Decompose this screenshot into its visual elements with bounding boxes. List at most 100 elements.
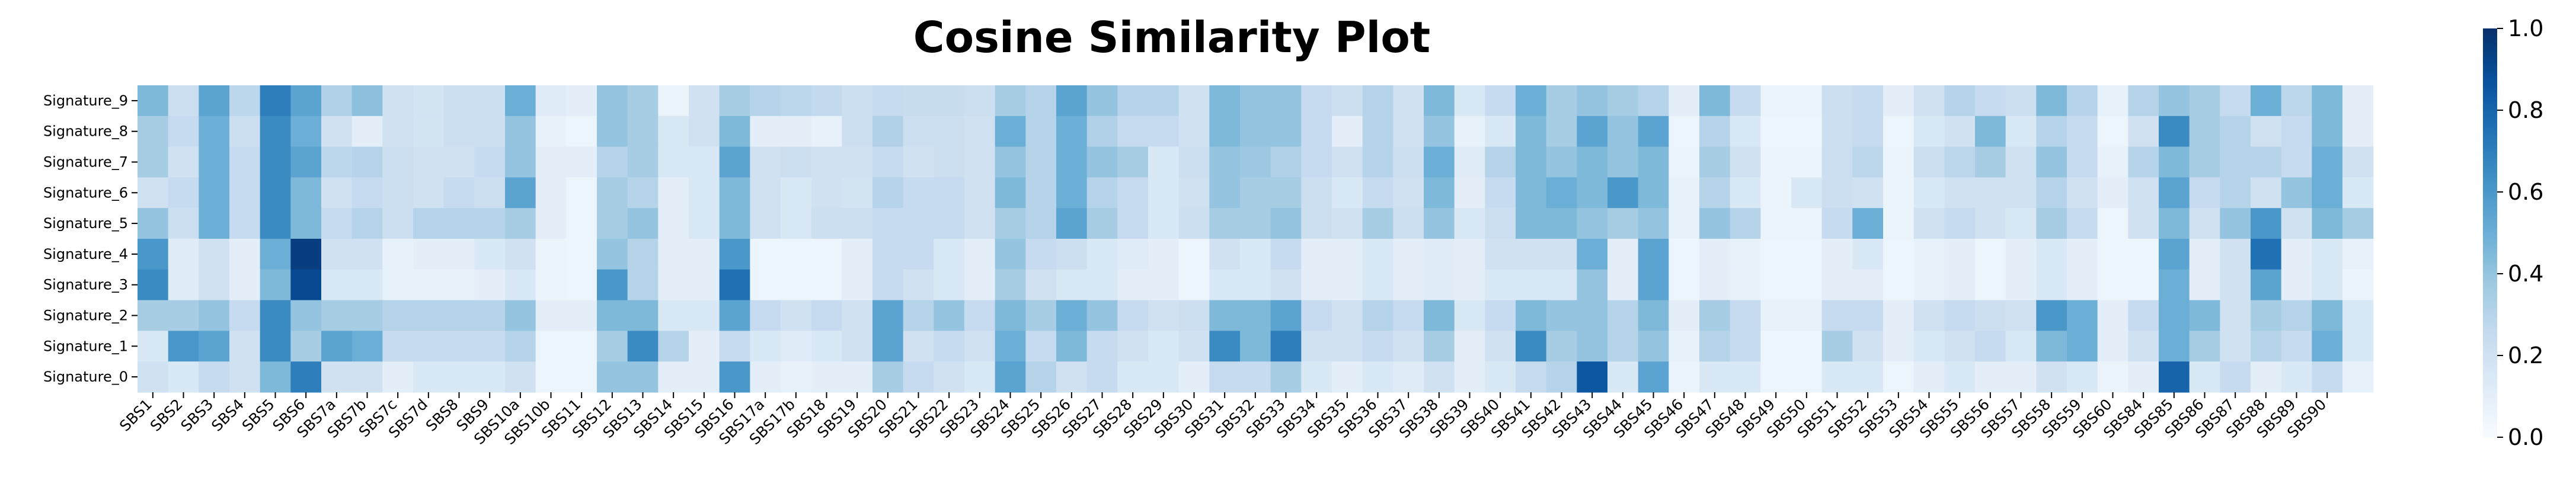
heatmap-cell xyxy=(872,116,904,148)
heatmap-cell xyxy=(474,361,506,393)
heatmap-cell xyxy=(260,269,291,301)
heatmap-cell xyxy=(1669,239,1700,270)
heatmap-cell xyxy=(2312,239,2343,270)
heatmap-cell xyxy=(995,85,1026,117)
heatmap-cell xyxy=(1178,300,1210,331)
heatmap-cell xyxy=(1148,116,1180,148)
heatmap-cell xyxy=(1516,300,1547,331)
heatmap-cell xyxy=(1852,300,1884,331)
heatmap-cell xyxy=(627,331,659,362)
heatmap-cell xyxy=(1607,269,1639,301)
heatmap-cell xyxy=(1301,116,1332,148)
heatmap-cell xyxy=(1699,116,1731,148)
heatmap-cell xyxy=(1056,300,1088,331)
heatmap-cell xyxy=(1362,85,1394,117)
row-label: Signature_6 xyxy=(43,184,128,201)
heatmap-cell xyxy=(535,239,567,270)
heatmap-cell xyxy=(138,300,169,331)
heatmap-cell xyxy=(689,331,720,362)
heatmap-cell xyxy=(1240,208,1271,239)
heatmap-cell xyxy=(627,239,659,270)
heatmap-cell xyxy=(199,331,230,362)
heatmap-cell xyxy=(2342,361,2374,393)
heatmap-cell xyxy=(1975,331,2006,362)
heatmap-cell xyxy=(1117,239,1149,270)
heatmap-cell xyxy=(566,146,597,178)
heatmap-cell xyxy=(2312,85,2343,117)
heatmap-cell xyxy=(1852,116,1884,148)
heatmap-cell xyxy=(2067,269,2098,301)
heatmap-cell xyxy=(1178,85,1210,117)
heatmap-cell xyxy=(2281,177,2312,209)
heatmap-cell xyxy=(872,331,904,362)
heatmap-cell xyxy=(842,269,873,301)
heatmap-cell xyxy=(750,331,781,362)
heatmap-cell xyxy=(1086,300,1118,331)
heatmap-cell xyxy=(382,177,414,209)
heatmap-cell xyxy=(1485,331,1516,362)
heatmap-cell xyxy=(689,116,720,148)
heatmap-cell xyxy=(1332,146,1363,178)
heatmap-cell xyxy=(1913,208,1945,239)
heatmap-cell xyxy=(199,177,230,209)
heatmap-cell xyxy=(2342,208,2374,239)
heatmap-cell xyxy=(1056,116,1088,148)
heatmap-cell xyxy=(934,239,965,270)
heatmap-cell xyxy=(1209,177,1241,209)
heatmap-cell xyxy=(1424,177,1455,209)
heatmap-cell xyxy=(627,177,659,209)
heatmap-cell xyxy=(321,177,353,209)
heatmap-cell xyxy=(1454,177,1485,209)
heatmap-cell xyxy=(597,208,628,239)
heatmap-cell xyxy=(1607,331,1639,362)
heatmap-cell xyxy=(719,300,750,331)
heatmap-cell xyxy=(138,177,169,209)
heatmap-cell xyxy=(1025,239,1057,270)
heatmap-cell xyxy=(1270,239,1302,270)
heatmap-cell xyxy=(781,239,812,270)
heatmap-cell xyxy=(1546,208,1577,239)
heatmap-cell xyxy=(1975,116,2006,148)
heatmap-cell xyxy=(750,177,781,209)
heatmap-cell xyxy=(2281,116,2312,148)
heatmap-cell xyxy=(1852,177,1884,209)
heatmap-cell xyxy=(1791,116,1823,148)
heatmap-cell xyxy=(2005,85,2037,117)
heatmap-cell xyxy=(1730,146,1761,178)
heatmap-cell xyxy=(1607,239,1639,270)
heatmap-cell xyxy=(443,269,475,301)
colorbar-tick-label: 0.2 xyxy=(2508,342,2543,369)
heatmap-cell xyxy=(1730,208,1761,239)
heatmap-cell xyxy=(168,269,199,301)
heatmap-cell xyxy=(1025,361,1057,393)
heatmap-cell xyxy=(1577,361,1608,393)
heatmap-cell xyxy=(597,300,628,331)
heatmap-cell xyxy=(1699,85,1731,117)
heatmap-cell xyxy=(1424,300,1455,331)
heatmap-cell xyxy=(2067,208,2098,239)
heatmap-cell xyxy=(566,331,597,362)
heatmap-cell xyxy=(1025,116,1057,148)
heatmap-cell xyxy=(658,361,689,393)
heatmap-cell xyxy=(2036,146,2067,178)
heatmap-cell xyxy=(2067,177,2098,209)
heatmap-cell xyxy=(1852,208,1884,239)
heatmap-cell xyxy=(505,269,536,301)
heatmap-cell xyxy=(1944,208,1976,239)
heatmap-cell xyxy=(1362,146,1394,178)
heatmap-cell xyxy=(474,116,506,148)
heatmap-cell xyxy=(2036,300,2067,331)
heatmap-cell xyxy=(474,300,506,331)
heatmap-cell xyxy=(1821,146,1853,178)
heatmap-cell xyxy=(1240,269,1271,301)
heatmap-cell xyxy=(199,208,230,239)
heatmap-cell xyxy=(2128,116,2159,148)
heatmap-cell xyxy=(2097,208,2128,239)
colorbar-tick-label: 0.4 xyxy=(2508,261,2543,287)
heatmap-cell xyxy=(2097,331,2128,362)
heatmap-cell xyxy=(1821,208,1853,239)
heatmap-cell xyxy=(2036,116,2067,148)
heatmap-cell xyxy=(535,116,567,148)
heatmap-cell xyxy=(597,361,628,393)
heatmap-cell xyxy=(1056,239,1088,270)
